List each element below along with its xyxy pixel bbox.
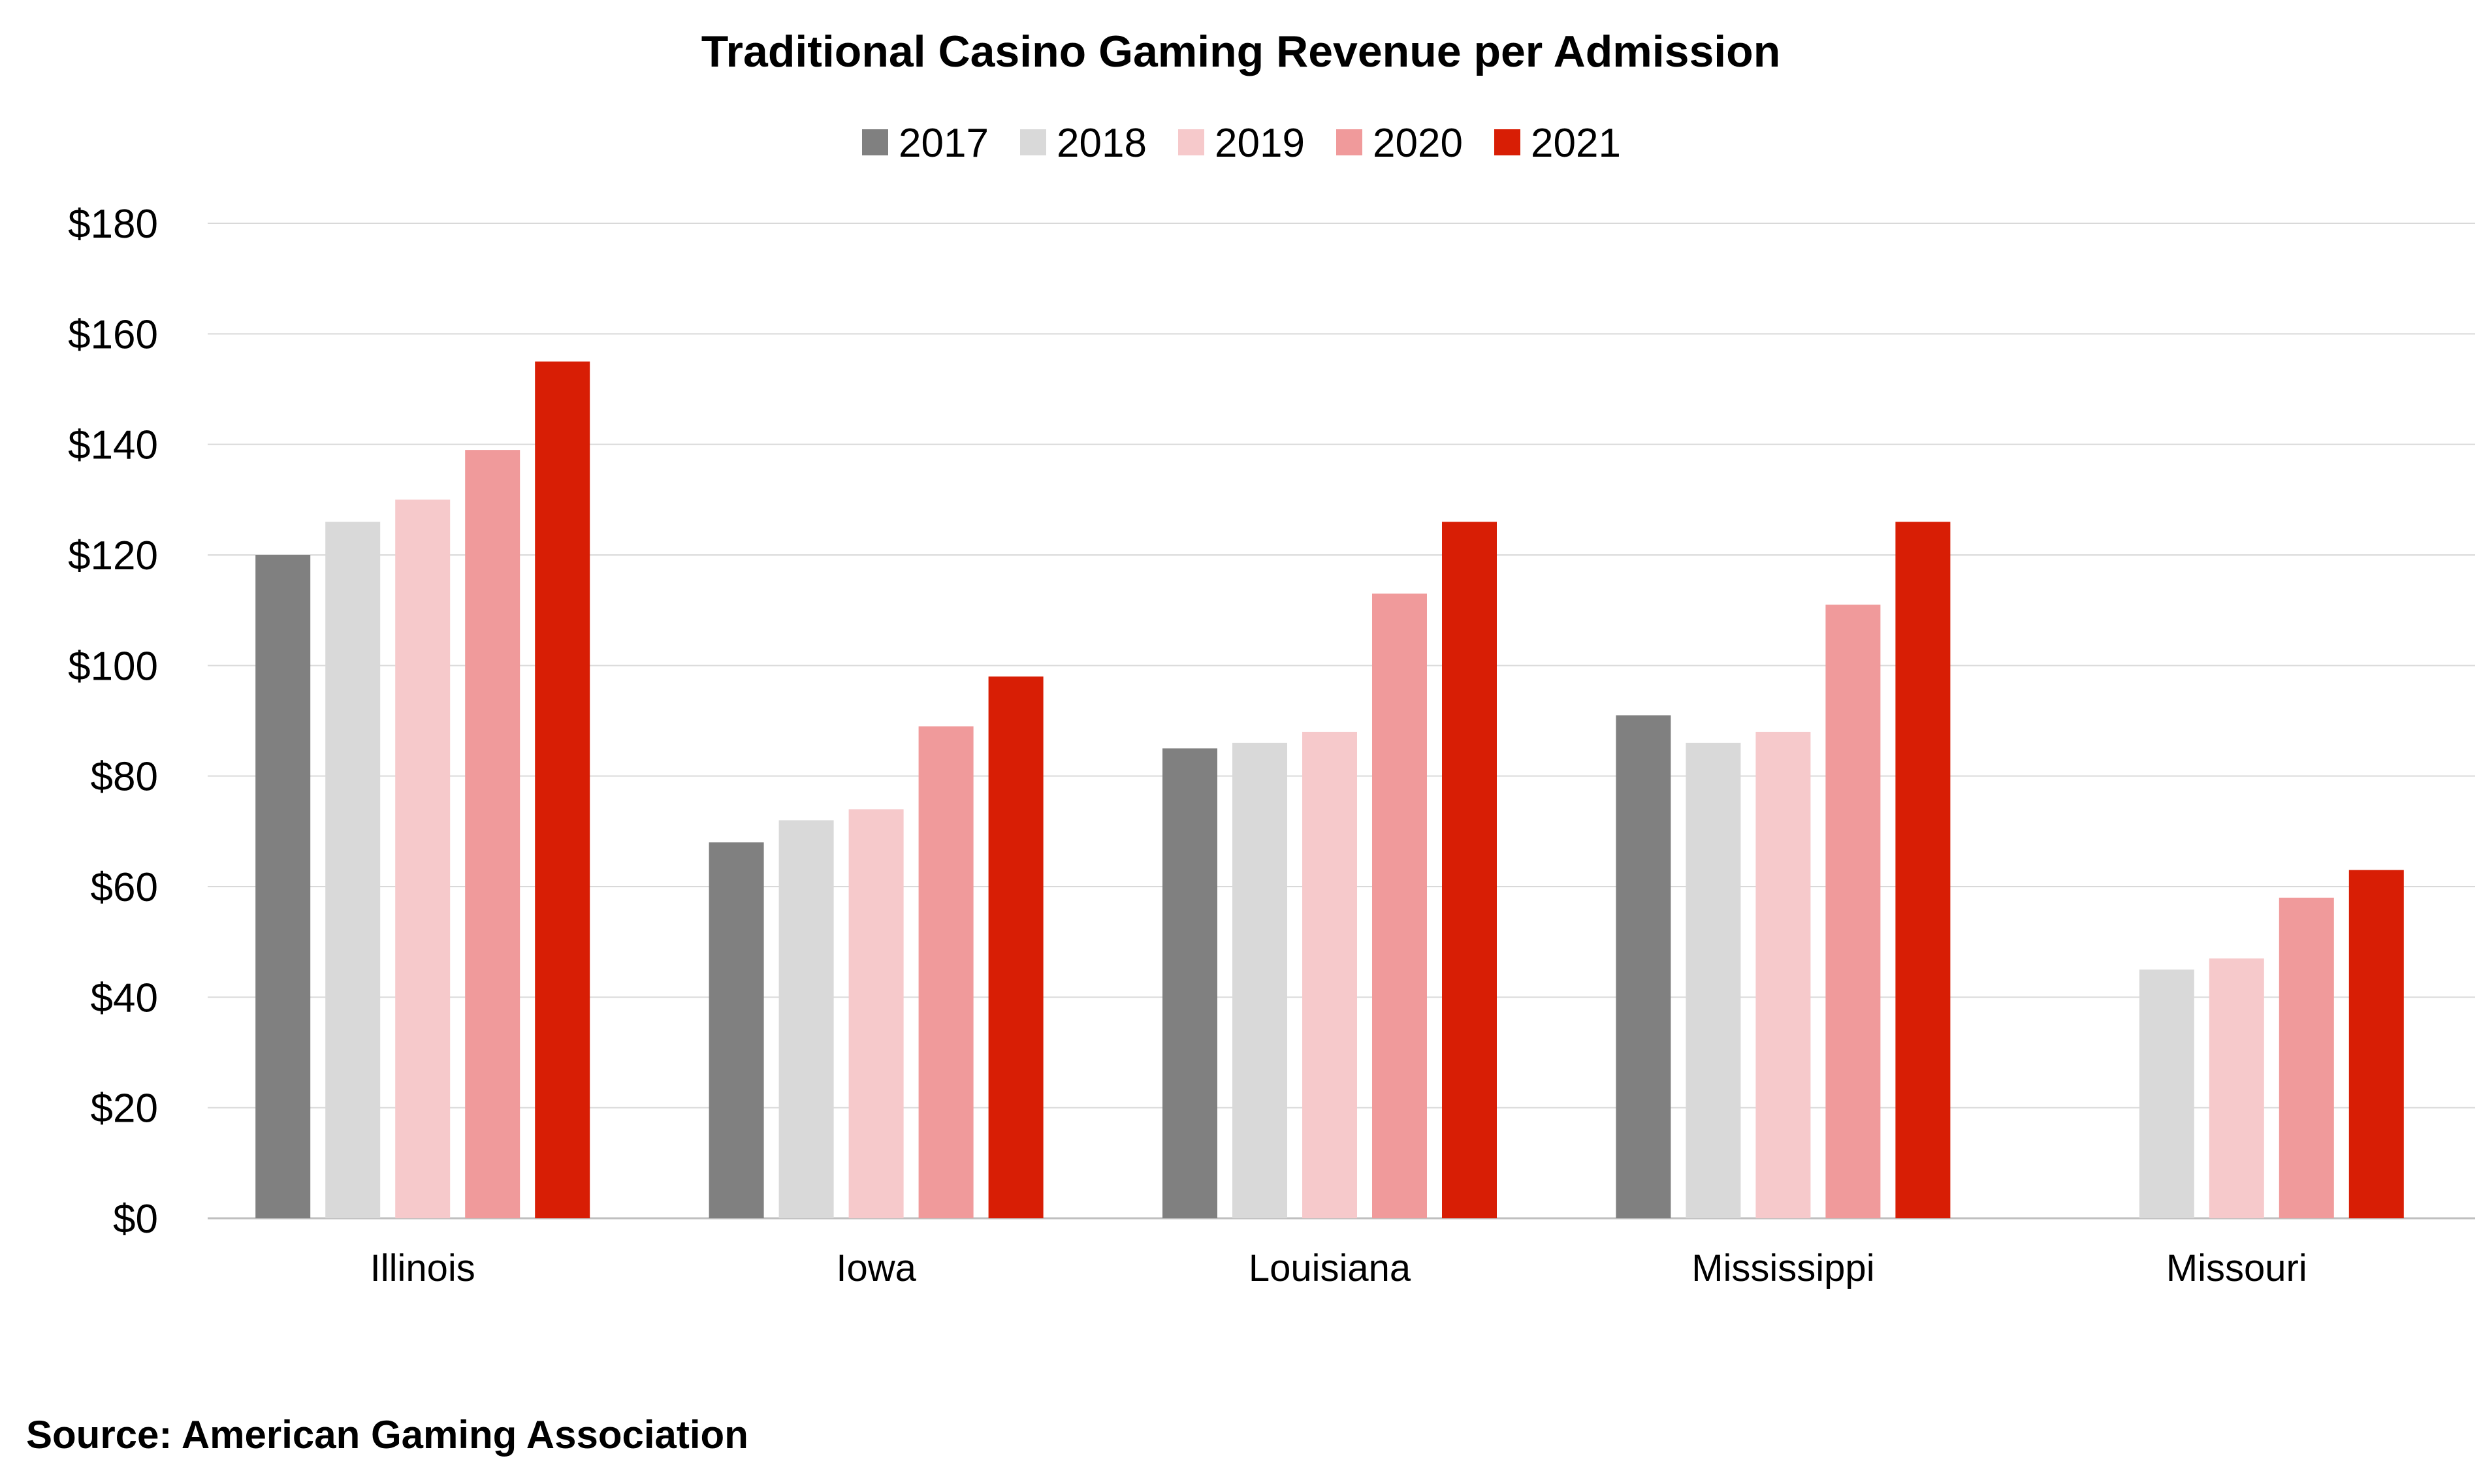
bar-mississippi-2020 — [1825, 605, 1881, 1218]
x-label-illinois: Illinois — [370, 1247, 475, 1289]
bar-iowa-2021 — [988, 676, 1044, 1218]
x-label-missouri: Missouri — [2166, 1247, 2307, 1289]
source-note: Source: American Gaming Association — [26, 1413, 748, 1457]
bar-louisiana-2018 — [1232, 742, 1287, 1218]
bar-louisiana-2020 — [1372, 593, 1427, 1218]
x-label-mississippi: Mississippi — [1691, 1247, 1874, 1289]
legend-label-2020: 2020 — [1373, 121, 1463, 166]
bar-mississippi-2019 — [1755, 731, 1811, 1218]
bar-louisiana-2019 — [1302, 731, 1357, 1218]
bar-illinois-2018 — [325, 522, 381, 1219]
y-tick-label: $20 — [91, 1086, 158, 1131]
x-label-louisiana: Louisiana — [1249, 1247, 1411, 1289]
bar-illinois-2017 — [255, 555, 311, 1218]
legend-swatch-2019 — [1178, 129, 1204, 155]
bar-missouri-2018 — [2139, 970, 2194, 1218]
legend-label-2021: 2021 — [1531, 121, 1621, 166]
x-axis-category-labels: Illinois Iowa Louisiana Mississippi Missouri — [370, 1247, 2307, 1289]
bar-iowa-2017 — [709, 842, 764, 1218]
bar-illinois-2020 — [465, 450, 520, 1219]
legend-label-2017: 2017 — [899, 121, 989, 166]
legend-label-2019: 2019 — [1215, 121, 1305, 166]
y-tick-label: $40 — [91, 975, 158, 1020]
bar-mississippi-2017 — [1616, 715, 1671, 1218]
bar-iowa-2019 — [848, 809, 904, 1218]
bar-mississippi-2021 — [1895, 522, 1951, 1219]
bar-louisiana-2017 — [1162, 748, 1217, 1218]
bar-mississippi-2018 — [1686, 742, 1741, 1218]
y-tick-label: $160 — [68, 312, 158, 357]
legend-swatch-2020 — [1336, 129, 1362, 155]
bar-illinois-2021 — [535, 361, 590, 1218]
bar-louisiana-2021 — [1442, 522, 1497, 1219]
bar-missouri-2019 — [2209, 958, 2264, 1218]
legend-label-2018: 2018 — [1057, 121, 1147, 166]
y-tick-label: $0 — [113, 1197, 158, 1242]
chart-title: Traditional Casino Gaming Revenue per Ad… — [701, 27, 1781, 76]
legend-swatch-2018 — [1020, 129, 1046, 155]
y-axis-tick-labels: $0 $20 $40 $60 $80 $100 $120 $140 $160 $180 — [68, 202, 158, 1242]
y-tick-label: $80 — [91, 755, 158, 800]
bar-iowa-2018 — [778, 820, 834, 1218]
legend-swatch-2017 — [862, 129, 888, 155]
bars — [255, 361, 2404, 1219]
legend-swatch-2021 — [1494, 129, 1520, 155]
y-tick-label: $120 — [68, 533, 158, 578]
x-label-iowa: Iowa — [836, 1247, 916, 1289]
y-tick-label: $180 — [68, 202, 158, 247]
y-tick-label: $140 — [68, 423, 158, 468]
bar-missouri-2020 — [2279, 897, 2334, 1218]
chart-legend: 2017 2018 2019 2020 2021 — [862, 121, 1621, 166]
y-tick-label: $60 — [91, 865, 158, 910]
bar-missouri-2021 — [2348, 870, 2404, 1218]
bar-iowa-2020 — [918, 726, 974, 1218]
bar-illinois-2019 — [395, 499, 451, 1219]
y-tick-label: $100 — [68, 644, 158, 689]
